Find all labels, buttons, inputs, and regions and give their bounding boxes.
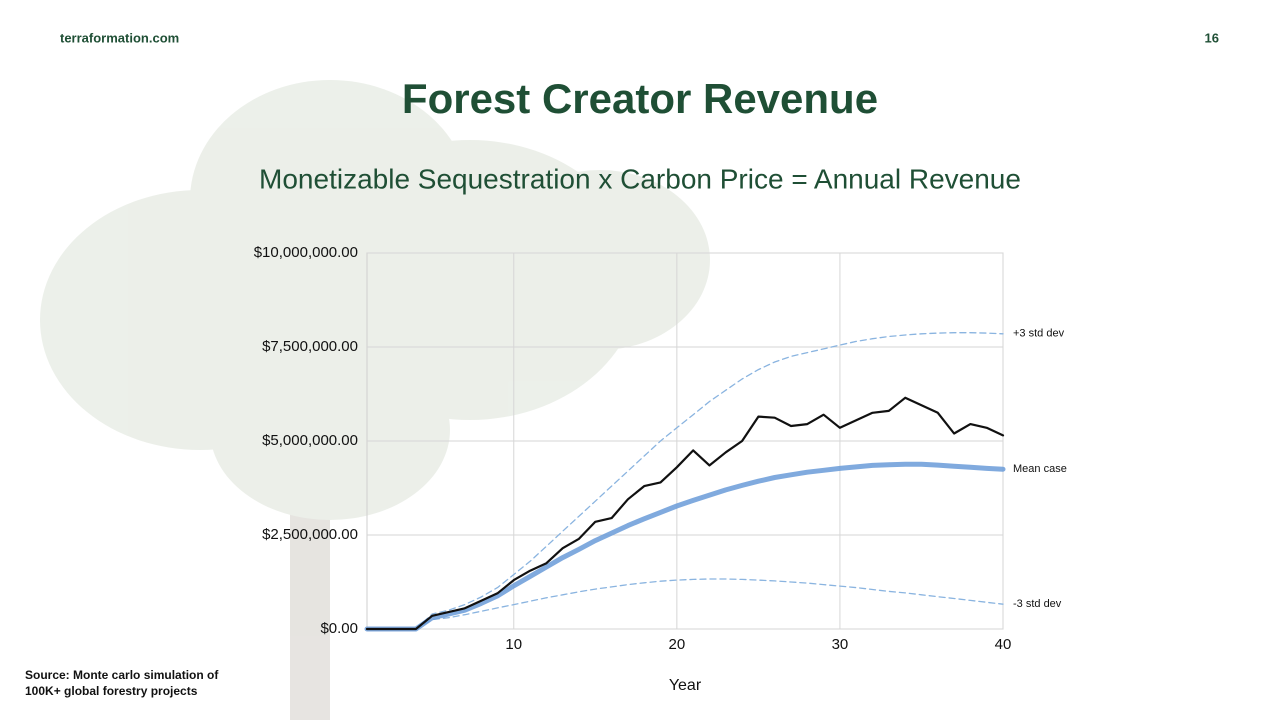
series-line (365, 396, 1005, 631)
source-note: Source: Monte carlo simulation of 100K+ … (25, 668, 219, 698)
slide-subtitle: Monetizable Sequestration x Carbon Price… (259, 163, 1021, 194)
site-name: terraformation.com (60, 30, 179, 45)
series-line (415, 578, 1004, 630)
x-tick-label: 10 (505, 636, 522, 653)
series-end-label: -3 std dev (1013, 598, 1062, 610)
tree-illustration (40, 80, 710, 720)
series-line (364, 461, 1006, 632)
x-axis-label: Year (669, 677, 702, 694)
slide-title: Forest Creator Revenue (402, 75, 878, 122)
x-tick-label: 30 (832, 636, 849, 653)
y-tick-label: $5,000,000.00 (262, 432, 358, 449)
series-end-label: +3 std dev (1013, 328, 1065, 340)
y-tick-label: $0.00 (320, 620, 358, 637)
series-end-label: Mean case (1013, 463, 1067, 475)
page-number: 16 (1205, 30, 1219, 45)
x-tick-label: 20 (669, 636, 686, 653)
y-tick-label: $10,000,000.00 (254, 244, 358, 261)
y-tick-label: $7,500,000.00 (262, 338, 358, 355)
series-line (415, 332, 1004, 630)
y-tick-label: $2,500,000.00 (262, 526, 358, 543)
x-tick-label: 40 (995, 636, 1012, 653)
